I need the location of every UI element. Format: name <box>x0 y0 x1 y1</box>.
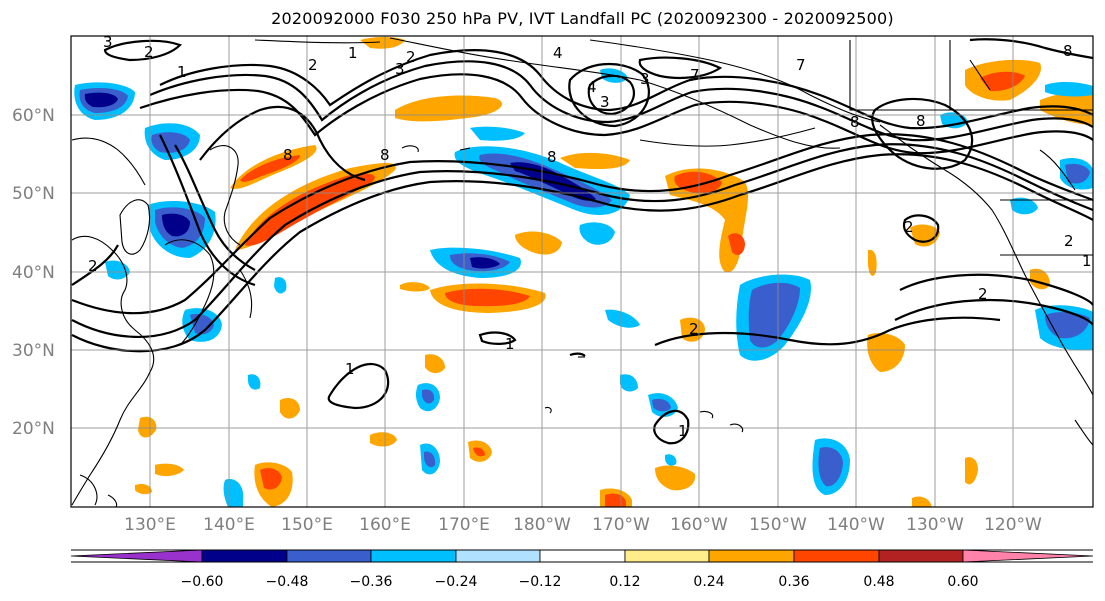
lat-label: 20°N <box>12 419 55 439</box>
pv-contours <box>71 38 1093 445</box>
colorbar-tick-label: −0.36 <box>350 574 393 590</box>
map-border <box>70 35 1094 508</box>
colorbar-segment <box>370 549 457 563</box>
colorbar-tick-label: 0.12 <box>609 574 640 590</box>
lon-label: 150°E <box>281 515 333 535</box>
contour-label: 1 <box>505 335 515 353</box>
colorbar-segment <box>286 549 372 563</box>
colorbar-segments <box>70 549 1094 563</box>
contour-label: 7 <box>690 66 700 84</box>
lat-label: 50°N <box>12 184 55 204</box>
lon-label: 160°W <box>670 515 728 535</box>
lon-label: 170°E <box>438 515 490 535</box>
colorbar-tick-label: 0.48 <box>863 574 894 590</box>
contour-label: 2 <box>689 320 699 338</box>
contour-label: 2 <box>144 43 154 61</box>
lon-label: 120°W <box>984 515 1042 535</box>
gridlines <box>71 36 1093 507</box>
contour-label: 8 <box>916 112 926 130</box>
contour-label: 2 <box>308 56 318 74</box>
contour-label: 8 <box>1063 42 1073 60</box>
lat-label: 30°N <box>12 341 55 361</box>
contour-label: 8 <box>283 146 293 164</box>
contour-label: 1 <box>177 63 187 81</box>
colorbar-tick-label: 0.36 <box>778 574 809 590</box>
latitude-labels: 60°N 50°N 40°N 30°N 20°N <box>12 106 55 439</box>
lon-label: 150°W <box>749 515 807 535</box>
colorbar-extend-min <box>70 549 203 563</box>
contour-label: 2 <box>88 257 98 275</box>
contour-label: 1 <box>678 422 688 440</box>
contour-label: 1 <box>345 360 355 378</box>
lat-label: 60°N <box>12 106 55 126</box>
lon-label: 140°E <box>203 515 255 535</box>
colorbar: −0.60 −0.48 −0.36 −0.24 −0.12 0.12 0.24 … <box>70 549 1094 590</box>
colorbar-segment <box>793 549 880 563</box>
contour-label: 4 <box>587 78 597 96</box>
lon-label: 140°W <box>827 515 885 535</box>
contour-label: 3 <box>600 93 610 111</box>
contour-label: 8 <box>850 113 860 131</box>
lat-label: 40°N <box>12 263 55 283</box>
lon-label: 130°W <box>906 515 964 535</box>
colorbar-segment <box>878 549 964 563</box>
colorbar-segment <box>455 549 541 563</box>
contour-label: 1 <box>1082 252 1092 270</box>
colorbar-segment <box>624 549 710 563</box>
lon-label: 170°W <box>592 515 650 535</box>
contour-label: 8 <box>547 148 557 166</box>
contour-label: 2 <box>978 285 988 303</box>
contour-label: 3 <box>640 70 650 88</box>
lon-label: 130°E <box>124 515 176 535</box>
colorbar-tick-label: 0.60 <box>947 574 978 590</box>
contour-label: 3 <box>103 33 113 51</box>
colorbar-tick-label: −0.24 <box>435 574 478 590</box>
contour-labels: 3 2 1 2 1 3 2 4 3 4 3 7 8 8 8 8 8 7 8 2 … <box>88 33 1092 440</box>
coastlines <box>71 37 1093 507</box>
longitude-labels: 130°E 140°E 150°E 160°E 170°E 180°W 170°… <box>124 515 1042 535</box>
colorbar-segment <box>201 549 288 563</box>
map-area: 3 2 1 2 1 3 2 4 3 4 3 7 8 8 8 8 8 7 8 2 … <box>71 33 1093 507</box>
contour-label: 8 <box>380 146 390 164</box>
colorbar-tick-label: −0.12 <box>519 574 562 590</box>
contour-label: 7 <box>796 56 806 74</box>
colorbar-tick-label: 0.24 <box>693 574 724 590</box>
contour-label: 4 <box>553 44 563 62</box>
figure-title: 2020092000 F030 250 hPa PV, IVT Landfall… <box>271 9 894 28</box>
colorbar-tick-labels: −0.60 −0.48 −0.36 −0.24 −0.12 0.12 0.24 … <box>181 574 979 590</box>
contour-label: 2 <box>406 48 416 66</box>
colorbar-segment <box>539 549 626 563</box>
colorbar-segment <box>708 549 795 563</box>
colorbar-tick-label: −0.60 <box>181 574 224 590</box>
contour-label: 1 <box>348 44 358 62</box>
lon-label: 180°W <box>513 515 571 535</box>
contour-label: 3 <box>395 60 405 78</box>
colorbar-extend-max <box>962 549 1094 563</box>
contour-label: 2 <box>904 218 914 236</box>
lon-label: 160°E <box>359 515 411 535</box>
contour-label: 2 <box>1064 232 1074 250</box>
colorbar-tick-label: −0.48 <box>266 574 309 590</box>
